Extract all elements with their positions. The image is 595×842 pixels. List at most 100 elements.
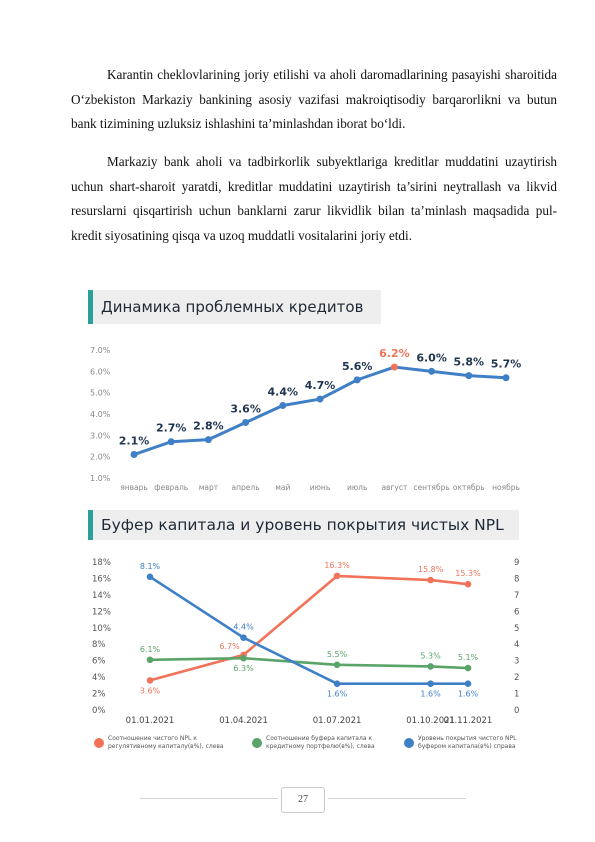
data-label: 15.3% — [455, 569, 481, 578]
data-point — [353, 376, 361, 384]
data-point — [464, 580, 472, 588]
y-right-tick-label: 2 — [514, 673, 519, 683]
legend-marker — [404, 738, 414, 748]
x-tick-label: 01.07.2021 — [313, 716, 362, 726]
data-point — [146, 573, 154, 581]
y-tick-label: 4.0% — [90, 410, 111, 419]
data-label: 6.2% — [379, 347, 410, 360]
data-point — [146, 677, 154, 684]
y-tick-label: 2.0% — [90, 453, 111, 462]
data-label: 3.6% — [140, 686, 161, 695]
data-label: 5.7% — [491, 358, 522, 371]
x-tick-label: сентябрь — [413, 483, 449, 492]
legend-marker — [94, 738, 104, 748]
data-label: 8.1% — [140, 562, 161, 571]
footer-divider-right — [328, 798, 466, 799]
legend-marker — [252, 738, 262, 748]
data-point — [464, 664, 472, 672]
x-tick-label: 01.10.2021 — [406, 716, 455, 726]
data-point — [240, 654, 247, 662]
y-right-tick-label: 5 — [514, 624, 519, 634]
data-label: 2.1% — [119, 435, 150, 448]
footer-divider-left — [140, 798, 278, 799]
data-label: 5.8% — [454, 356, 485, 369]
y-left-tick-label: 6% — [92, 657, 106, 667]
data-label: 4.4% — [268, 385, 299, 398]
y-left-tick-label: 12% — [92, 607, 111, 617]
x-tick-label: 01.01.2021 — [126, 716, 175, 726]
data-label: 16.3% — [324, 561, 350, 570]
data-point — [427, 663, 434, 670]
data-point — [279, 401, 287, 409]
y-right-tick-label: 0 — [514, 706, 519, 716]
page-number: 27 — [281, 787, 325, 813]
data-point — [333, 661, 341, 669]
y-right-tick-label: 8 — [514, 574, 519, 584]
x-tick-label: май — [275, 483, 290, 492]
x-tick-label: июль — [347, 483, 367, 492]
paragraph-2: Markaziy bank aholi va tadbirkorlik suby… — [71, 154, 557, 243]
data-point — [240, 634, 247, 641]
x-tick-label: август — [381, 483, 408, 492]
y-tick-label: 6.0% — [90, 367, 111, 376]
data-label: 5.6% — [342, 360, 373, 373]
y-left-tick-label: 4% — [92, 673, 106, 683]
data-label: 1.6% — [420, 690, 441, 699]
x-tick-label: апрель — [232, 483, 260, 492]
data-point — [464, 680, 472, 687]
data-point — [242, 419, 250, 427]
data-label: 6.0% — [416, 351, 447, 364]
y-left-tick-label: 2% — [92, 690, 106, 700]
y-right-tick-label: 1 — [514, 690, 519, 700]
capital-buffer-plot: 0% 2% 4% 6% 8% 10% 12% 14% 16% 18% 0 1 2 3 4 5 6 7 8 9 01.01… — [92, 558, 519, 750]
data-label: 6.7% — [219, 642, 240, 651]
data-label: 15.8% — [418, 565, 444, 574]
y-left-tick-label: 8% — [92, 640, 106, 650]
data-point — [130, 451, 138, 459]
legend-label: Соотношение буфера капитала к кредитному … — [266, 735, 375, 750]
data-point — [333, 572, 341, 580]
y-left-tick-label: 16% — [92, 574, 111, 584]
y-tick-label: 7.0% — [90, 346, 111, 355]
chart-title: Динамика проблемных кредитов — [88, 290, 381, 324]
y-left-tick-label: 10% — [92, 624, 111, 634]
legend-label: Уровень покрытия чистого NPL буфером капи… — [418, 735, 517, 750]
paragraph-1: Karantin cheklovlarining joriy etilishi … — [71, 67, 557, 131]
data-point — [427, 680, 434, 687]
data-label: 5.1% — [458, 653, 479, 662]
x-tick-label: октябрь — [453, 483, 485, 492]
series-line — [149, 574, 469, 682]
y-right-tick-label: 4 — [514, 640, 519, 650]
y-left-tick-label: 0% — [92, 706, 106, 716]
npl-dynamics-chart: Динамика проблемных кредитов 1.0% 2.0% 3.0… — [88, 290, 533, 500]
y-tick-label: 3.0% — [90, 431, 111, 440]
y-right-tick-label: 3 — [514, 657, 519, 667]
legend-label: Соотношение чистого NPL к регулятивному к… — [108, 735, 224, 750]
y-right-tick-label: 7 — [514, 591, 519, 601]
data-point — [428, 367, 436, 375]
data-label: 6.3% — [233, 664, 254, 673]
data-label: 5.3% — [420, 651, 441, 660]
y-right-tick-label: 9 — [514, 558, 519, 568]
data-label: 2.8% — [193, 420, 224, 433]
data-point — [427, 576, 434, 584]
data-label: 1.6% — [327, 690, 348, 699]
data-point — [390, 363, 398, 371]
y-tick-label: 5.0% — [90, 389, 111, 398]
data-label: 4.7% — [305, 379, 336, 392]
data-label: 2.7% — [156, 422, 187, 435]
data-label: 1.6% — [458, 690, 479, 699]
data-label: 5.5% — [327, 650, 348, 659]
npl-dynamics-plot: 1.0% 2.0% 3.0% 4.0% 5.0% 6.0% 7.0% январь феврал… — [90, 346, 522, 492]
data-point — [146, 656, 154, 664]
y-right-tick-label: 6 — [514, 607, 519, 617]
x-tick-label: 01.04.2021 — [219, 716, 268, 726]
data-point — [502, 374, 510, 382]
data-label: 4.4% — [233, 623, 254, 632]
y-left-tick-label: 14% — [92, 591, 111, 601]
data-point — [333, 680, 341, 687]
x-tick-label: март — [199, 483, 219, 492]
data-point — [465, 372, 473, 380]
x-tick-label: июнь — [310, 483, 331, 492]
data-point — [204, 436, 212, 444]
